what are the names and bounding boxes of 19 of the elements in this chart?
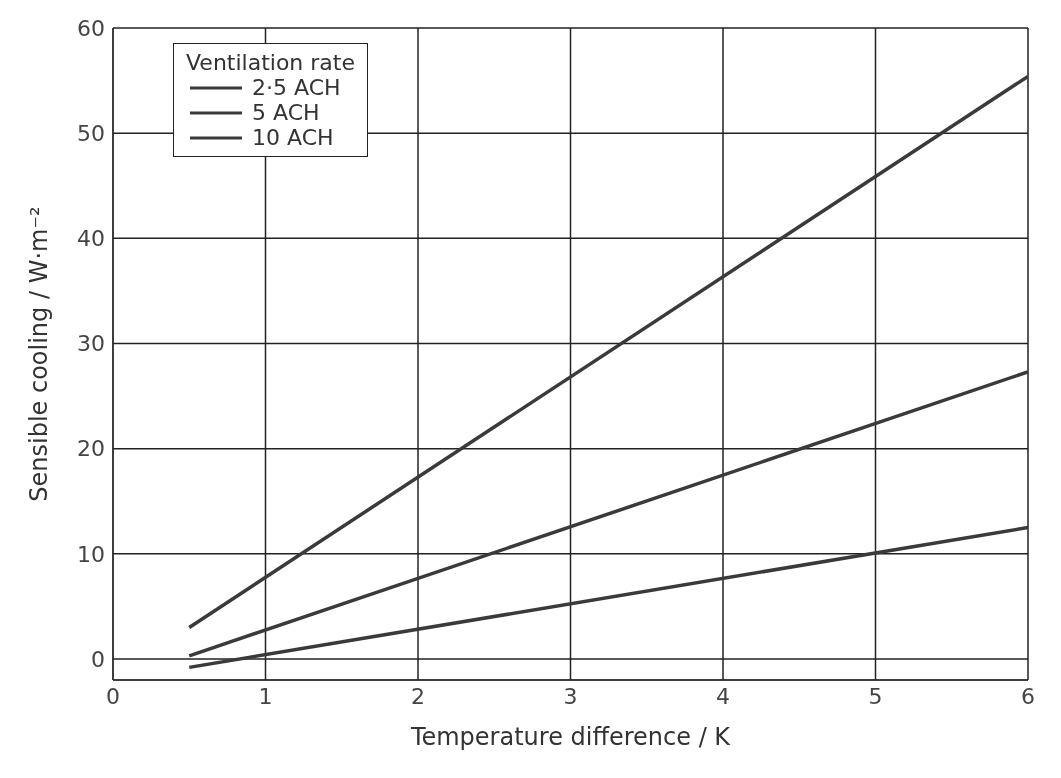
legend-label: 2·5 ACH bbox=[252, 75, 341, 100]
legend-label: 5 ACH bbox=[252, 100, 320, 125]
x-tick-label: 5 bbox=[868, 683, 883, 709]
legend-title: Ventilation rate bbox=[186, 50, 355, 75]
y-tick-label: 0 bbox=[91, 646, 105, 672]
legend-label: 10 ACH bbox=[252, 125, 334, 150]
y-tick-label: 10 bbox=[77, 541, 105, 567]
x-tick-label: 4 bbox=[716, 683, 730, 709]
y-tick-label: 30 bbox=[77, 331, 105, 357]
y-tick-label: 60 bbox=[77, 15, 105, 41]
x-tick-label: 1 bbox=[258, 683, 273, 709]
x-tick-label: 2 bbox=[411, 683, 425, 709]
x-axis-title: Temperature difference / K bbox=[409, 723, 732, 751]
y-tick-label: 40 bbox=[77, 226, 105, 252]
x-tick-label: 6 bbox=[1021, 683, 1035, 709]
y-tick-label: 50 bbox=[77, 120, 105, 146]
y-tick-label: 20 bbox=[77, 436, 105, 462]
x-tick-label: 3 bbox=[563, 683, 578, 709]
y-axis-title: Sensible cooling / W·m⁻² bbox=[24, 206, 53, 502]
